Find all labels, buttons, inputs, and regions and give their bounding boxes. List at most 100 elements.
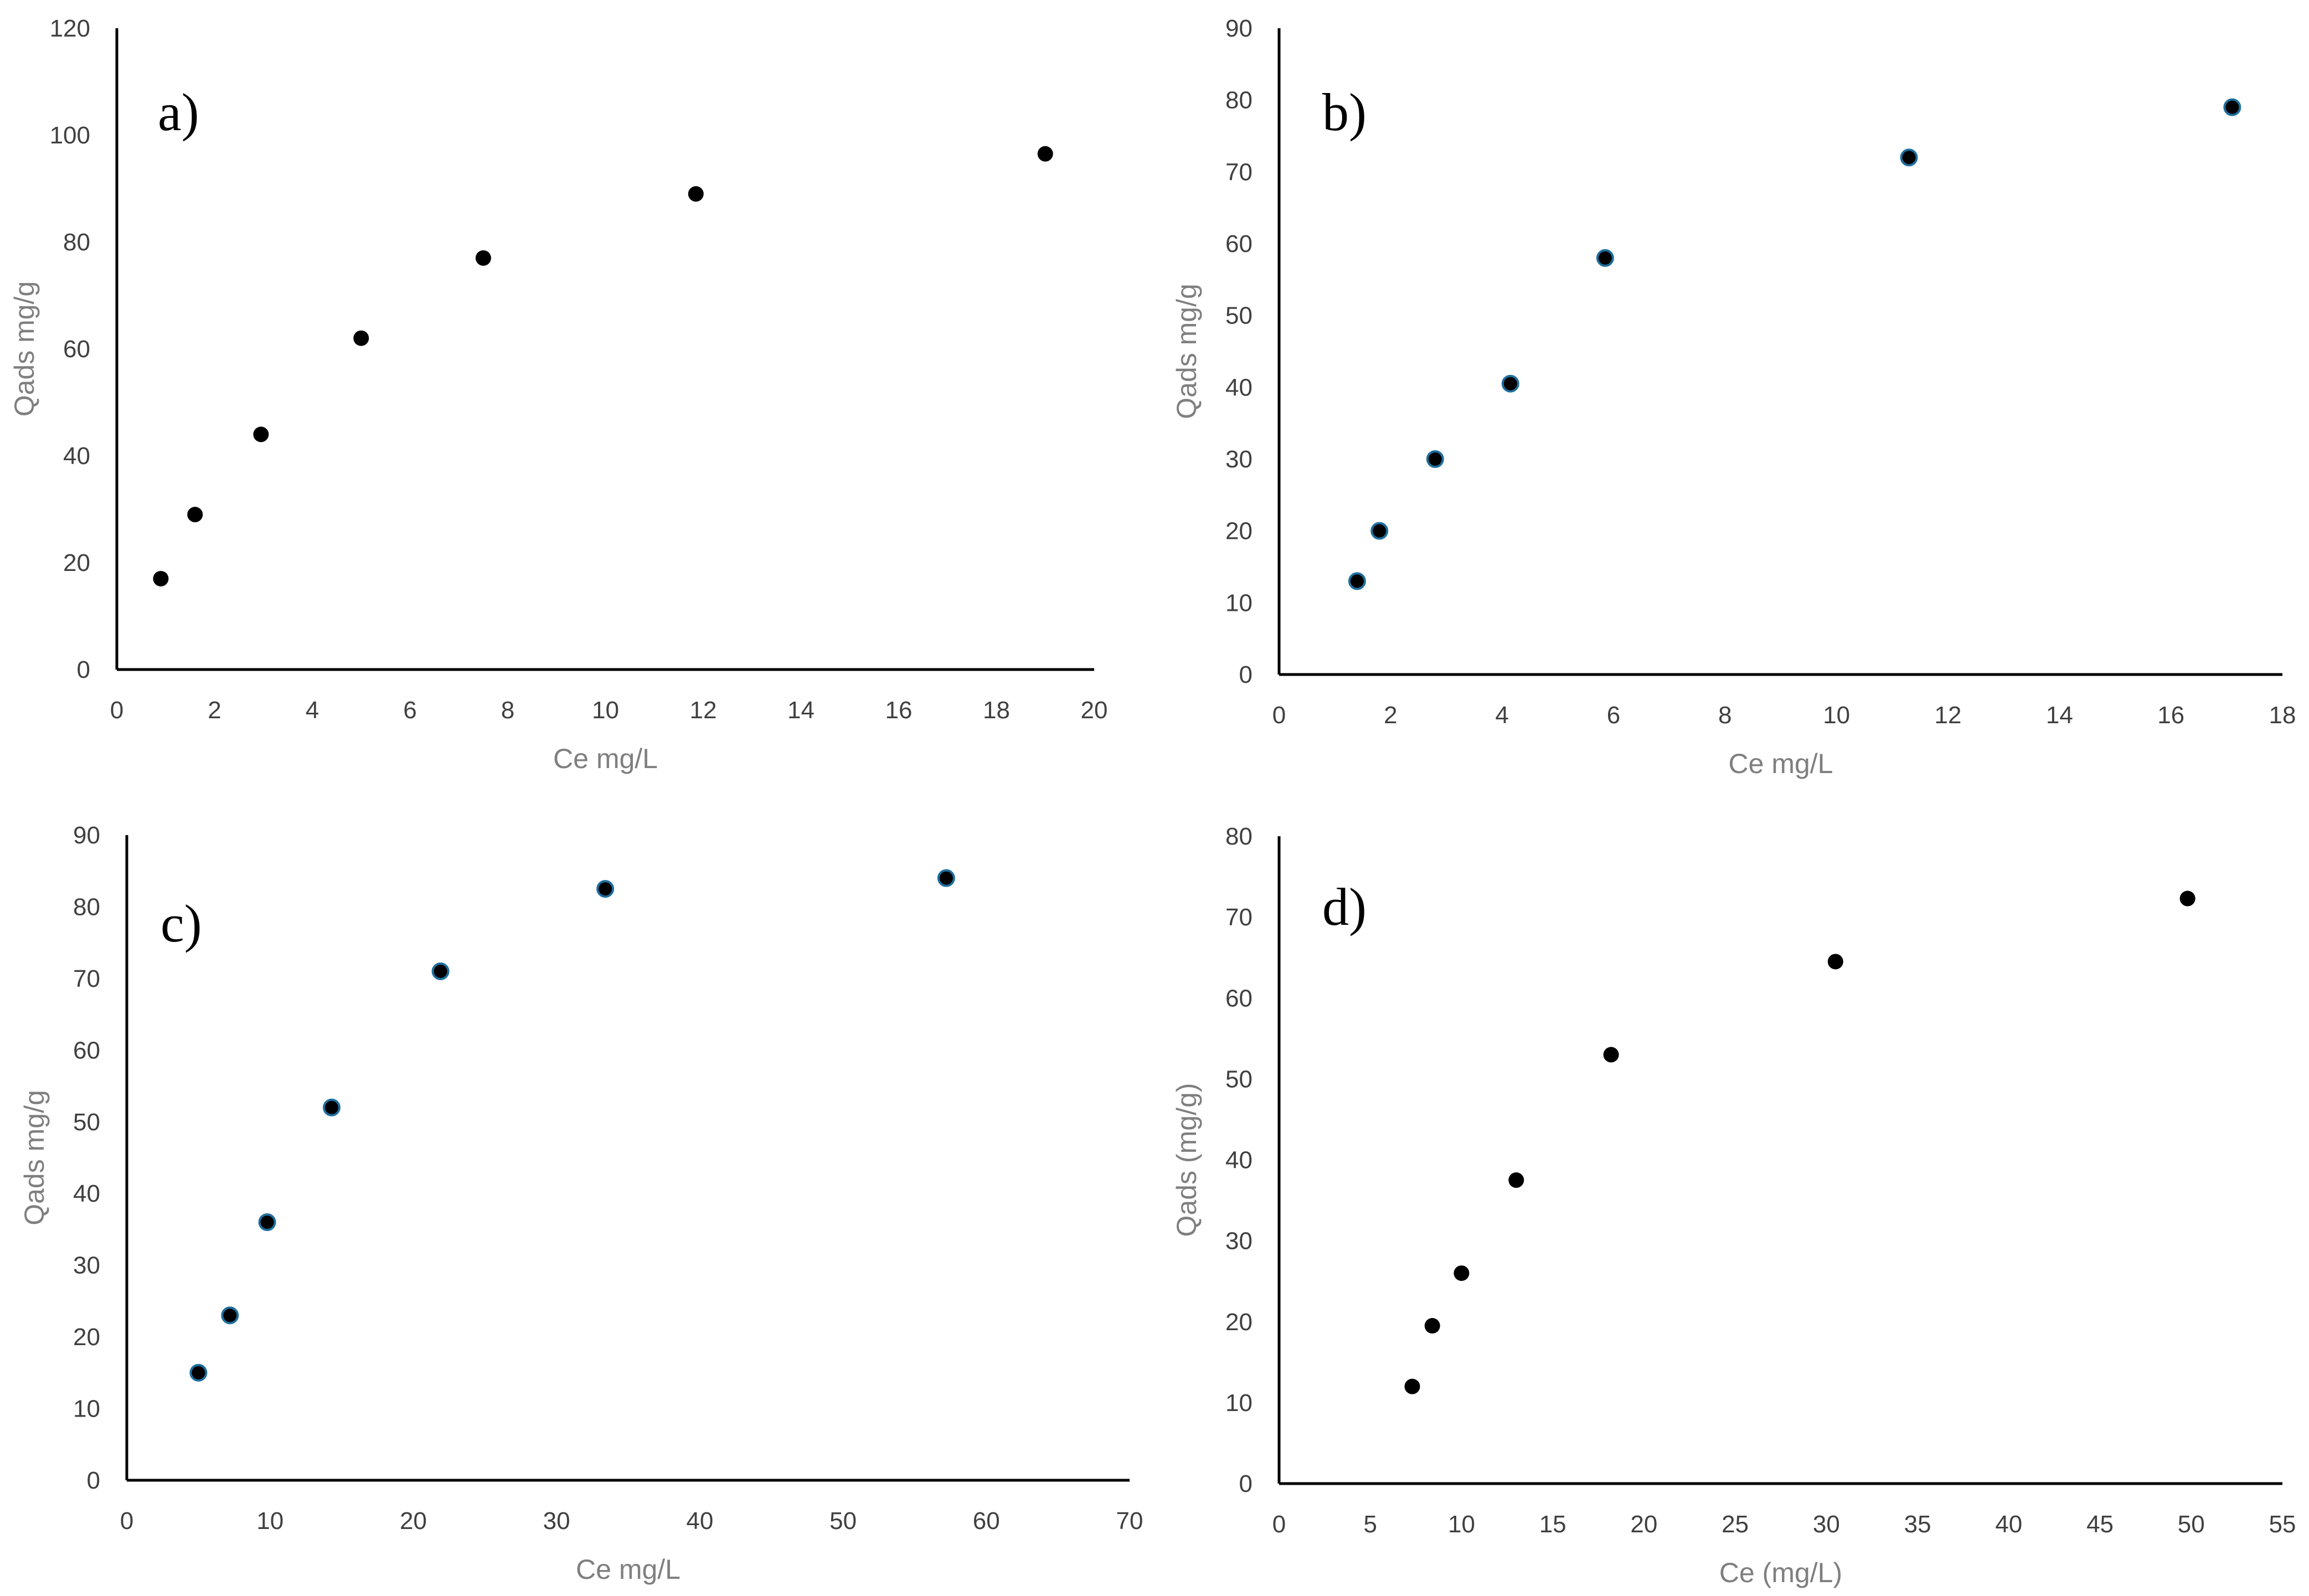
data-point — [1454, 1265, 1470, 1281]
x-tick-label: 12 — [690, 697, 717, 724]
y-tick-label: 60 — [73, 1037, 100, 1064]
data-point — [189, 1363, 208, 1382]
data-point — [353, 330, 369, 346]
x-tick-label: 2 — [208, 697, 221, 724]
x-tick-label: 35 — [1904, 1511, 1931, 1538]
x-tick-label: 60 — [973, 1507, 1000, 1535]
x-tick-label: 55 — [2269, 1511, 2296, 1538]
y-tick-label: 20 — [1225, 518, 1253, 545]
y-tick-label: 80 — [73, 893, 100, 920]
y-tick-label: 40 — [1225, 1147, 1253, 1174]
y-tick-label: 80 — [1225, 87, 1253, 114]
data-point — [1508, 1172, 1524, 1188]
y-axis-title: Qads mg/g — [1171, 284, 1202, 419]
y-tick-label: 0 — [1239, 661, 1253, 688]
x-tick-label: 0 — [1272, 1511, 1286, 1538]
data-point — [1603, 1047, 1619, 1063]
data-point — [475, 250, 491, 266]
y-tick-label: 40 — [1225, 374, 1253, 401]
x-tick-label: 16 — [885, 697, 913, 724]
x-tick-label: 30 — [1813, 1511, 1840, 1538]
panel-label: b) — [1322, 83, 1367, 142]
y-tick-label: 0 — [87, 1467, 100, 1494]
x-tick-label: 12 — [1935, 702, 1962, 729]
x-tick-label: 4 — [1495, 702, 1508, 729]
panel-label: a) — [158, 83, 199, 142]
x-tick-label: 18 — [2269, 702, 2296, 729]
data-point — [1348, 572, 1366, 590]
y-tick-label: 10 — [73, 1396, 100, 1423]
x-tick-label: 0 — [1272, 702, 1286, 729]
x-tick-label: 14 — [787, 697, 815, 724]
x-tick-label: 45 — [2086, 1511, 2114, 1538]
x-tick-label: 8 — [501, 697, 514, 724]
data-point — [1424, 1318, 1440, 1334]
y-tick-label: 40 — [63, 442, 90, 470]
y-tick-label: 60 — [1225, 230, 1253, 258]
y-tick-label: 10 — [1225, 589, 1253, 616]
x-tick-label: 0 — [120, 1507, 133, 1535]
y-tick-label: 30 — [1225, 446, 1253, 473]
data-point — [253, 426, 269, 442]
y-axis-title: Qads mg/g — [9, 281, 40, 417]
x-tick-label: 70 — [1116, 1507, 1143, 1535]
x-tick-label: 6 — [403, 697, 416, 724]
x-tick-label: 10 — [1823, 702, 1850, 729]
y-axis-title: Qads mg/g — [19, 1090, 50, 1226]
chart-d: 0 5 10 15 20 25 30 35 40 45 50 55 0 10 20 30 40 50 60 70 80 C… — [1171, 823, 2296, 1588]
y-tick-label: 20 — [63, 549, 90, 576]
x-tick-label: 10 — [1448, 1511, 1475, 1538]
y-tick-label: 30 — [1225, 1228, 1253, 1255]
y-tick-label: 80 — [1225, 823, 1253, 850]
y-tick-label: 60 — [63, 336, 90, 363]
y-tick-label: 50 — [73, 1109, 100, 1136]
x-tick-label: 50 — [829, 1507, 857, 1535]
data-point — [2179, 890, 2195, 907]
y-tick-label: 10 — [1225, 1389, 1253, 1417]
data-point — [221, 1306, 239, 1325]
x-tick-label: 15 — [1539, 1511, 1566, 1538]
x-tick-label: 14 — [2046, 702, 2073, 729]
y-tick-label: 30 — [73, 1252, 100, 1279]
y-tick-label: 0 — [77, 656, 90, 683]
data-point — [937, 869, 955, 887]
y-tick-label: 40 — [73, 1180, 100, 1207]
y-tick-label: 50 — [1225, 1065, 1253, 1093]
x-tick-label: 16 — [2157, 702, 2184, 729]
data-point — [1404, 1378, 1420, 1394]
chart-a: 0 2 4 6 8 10 12 14 16 18 20 0 20 40 60 80 100 120 Ce mg/L Q… — [9, 15, 1107, 774]
x-axis-title: Ce (mg/L) — [1719, 1557, 1842, 1588]
x-axis-title: Ce mg/L — [553, 743, 658, 774]
x-tick-label: 10 — [256, 1507, 284, 1535]
x-axis-title: Ce mg/L — [1729, 748, 1833, 779]
y-axis-title: Qads (mg/g) — [1171, 1083, 1202, 1237]
x-tick-label: 6 — [1607, 702, 1620, 729]
y-tick-label: 50 — [1225, 302, 1253, 330]
x-tick-label: 8 — [1718, 702, 1731, 729]
data-point — [1370, 522, 1389, 540]
y-tick-label: 20 — [1225, 1309, 1253, 1336]
x-tick-label: 40 — [1995, 1511, 2022, 1538]
y-tick-label: 70 — [1225, 904, 1253, 931]
data-point — [153, 570, 169, 586]
data-point — [187, 507, 203, 523]
x-tick-label: 10 — [592, 697, 619, 724]
x-tick-label: 20 — [1081, 697, 1108, 724]
panel-label: d) — [1322, 877, 1367, 936]
data-point — [688, 186, 704, 202]
x-tick-label: 0 — [110, 697, 123, 724]
y-tick-label: 100 — [50, 122, 90, 149]
y-tick-label: 60 — [1225, 985, 1253, 1012]
x-tick-label: 25 — [1722, 1511, 1749, 1538]
chart-b: 0 2 4 6 8 10 12 14 16 18 0 10 20 30 40 50 60 70 80 90 Ce mg/… — [1171, 15, 2296, 779]
y-tick-label: 90 — [1225, 15, 1253, 42]
x-tick-label: 30 — [543, 1507, 570, 1535]
x-tick-label: 40 — [686, 1507, 713, 1535]
y-tick-label: 70 — [73, 965, 100, 992]
x-tick-label: 5 — [1363, 1511, 1377, 1538]
data-point — [1596, 249, 1614, 267]
x-tick-label: 20 — [1630, 1511, 1657, 1538]
data-point — [596, 880, 615, 898]
x-tick-label: 4 — [306, 697, 319, 724]
